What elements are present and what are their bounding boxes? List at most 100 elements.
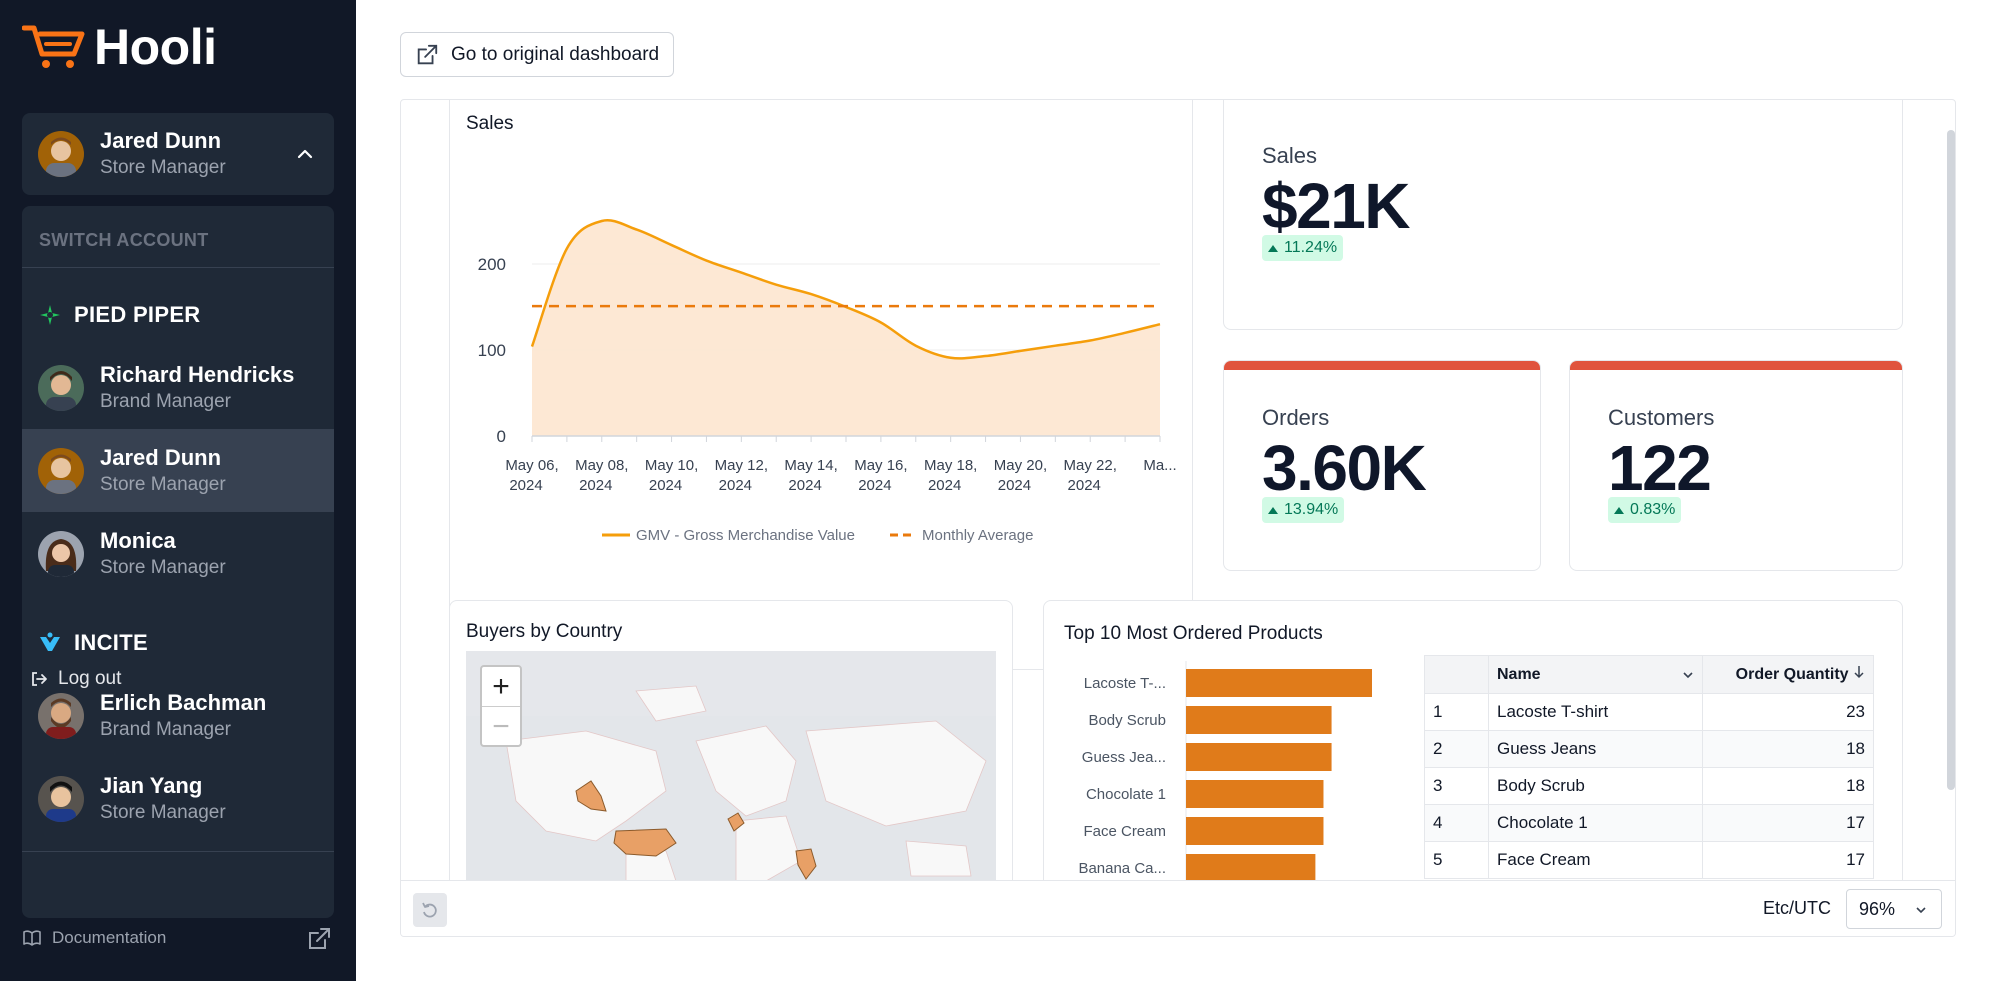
account-role: Brand Manager [100, 718, 231, 740]
chevron-up-icon [297, 149, 313, 159]
row-index-cell: 5 [1424, 841, 1489, 879]
sales-chart-title: Sales [466, 113, 514, 134]
kpi-sales-change-badge: 11.24% [1262, 235, 1344, 261]
go-to-original-dashboard-label: Go to original dashboard [451, 43, 660, 65]
org-name: PIED PIPER [74, 302, 201, 327]
column-header-index[interactable] [1424, 655, 1489, 694]
logout-button[interactable]: Log out [30, 668, 121, 690]
account-role: Store Manager [100, 556, 226, 578]
top-products-card: Top 10 Most Ordered Products Lacoste T-.… [1043, 600, 1903, 920]
product-bar[interactable] [1186, 817, 1324, 845]
product-bar[interactable] [1186, 854, 1316, 882]
product-bar[interactable] [1186, 706, 1332, 734]
account-name: Erlich Bachman [100, 689, 267, 715]
org-pied-piper: PIED PIPER [38, 302, 200, 328]
product-name-cell: Face Cream [1488, 841, 1703, 879]
legend-average-label[interactable]: Monthly Average [922, 527, 1033, 544]
kpi-orders-value: 3.60K [1262, 432, 1427, 504]
kpi-orders-card: Orders 3.60K 13.94% [1223, 360, 1541, 571]
kpi-customers-label: Customers [1608, 405, 1715, 430]
product-bar[interactable] [1186, 743, 1332, 771]
column-header-name-label: Name [1497, 665, 1541, 683]
main-content: Go to original dashboard Sales 0 100 200 Ma… [356, 0, 2000, 981]
table-row[interactable]: 4 Chocolate 1 17 [1424, 804, 1874, 842]
product-bar[interactable] [1186, 669, 1372, 697]
account-name: Jared Dunn [100, 444, 222, 470]
y-tick-label: 0 [497, 427, 506, 446]
account-jared-dunn[interactable]: Jared Dunn Store Manager [22, 429, 334, 512]
kpi-sales-card: Sales $21K 11.24% [1223, 99, 1903, 330]
account-erlich-bachman[interactable]: Erlich Bachman Brand Manager [22, 674, 334, 757]
product-name-cell: Body Scrub [1488, 767, 1703, 805]
documentation-link[interactable]: Documentation [22, 928, 166, 948]
account-jian-yang[interactable]: Jian Yang Store Manager [22, 757, 334, 840]
gmv-area [532, 220, 1160, 436]
europe-shape [727, 812, 745, 832]
account-monica[interactable]: Monica Store Manager [22, 512, 334, 595]
documentation-label: Documentation [52, 928, 167, 947]
row-index-cell: 3 [1424, 767, 1489, 805]
bar-category-label: Chocolate 1 [1086, 786, 1166, 803]
table-row[interactable]: 3 Body Scrub 18 [1424, 767, 1874, 805]
kpi-orders-label: Orders [1262, 405, 1330, 430]
india-shape [795, 848, 817, 880]
product-name-cell: Lacoste T-shirt [1488, 693, 1703, 731]
zoom-level-select[interactable]: 96% [1846, 889, 1942, 929]
bar-category-label: Banana Ca... [1078, 860, 1166, 877]
account-role: Store Manager [100, 473, 226, 495]
order-quantity-cell: 18 [1702, 730, 1874, 768]
product-bar[interactable] [1186, 780, 1324, 808]
account-richard-hendricks[interactable]: Richard Hendricks Brand Manager [22, 346, 334, 429]
bar-category-label: Body Scrub [1088, 712, 1166, 729]
logout-icon [32, 672, 47, 686]
bar-category-label: Lacoste T-... [1084, 675, 1166, 692]
reset-button[interactable] [413, 893, 447, 927]
kpi-accent-bar [1224, 99, 1902, 100]
world-map-graphic [466, 651, 996, 881]
kpi-orders-change-badge: 13.94% [1262, 497, 1345, 523]
account-role: Brand Manager [100, 390, 231, 412]
top-products-title: Top 10 Most Ordered Products [1064, 623, 1323, 644]
sales-chart[interactable]: 0 100 200 May 06, 2024 May 08, 2024 May 10, 2024… [450, 99, 1193, 651]
pied-piper-logo-icon [40, 305, 60, 325]
y-tick-label: 100 [478, 341, 506, 360]
order-quantity-cell: 17 [1702, 804, 1874, 842]
product-name-cell: Chocolate 1 [1488, 804, 1703, 842]
world-map[interactable]: + − [466, 651, 996, 881]
cart-icon [22, 25, 85, 68]
current-user-toggle[interactable]: Jared Dunn Store Manager [22, 113, 334, 195]
zoom-out-button[interactable]: − [492, 710, 510, 743]
go-to-original-dashboard-button[interactable]: Go to original dashboard [400, 32, 675, 77]
y-tick-label: 200 [478, 255, 506, 274]
legend-gmv-label[interactable]: GMV - Gross Merchandise Value [636, 527, 855, 544]
external-link-icon[interactable] [306, 926, 332, 952]
undo-icon [422, 902, 437, 918]
table-row[interactable]: 1 Lacoste T-shirt 23 [1424, 693, 1874, 731]
account-role: Store Manager [100, 801, 226, 823]
column-header-order-quantity[interactable]: Order Quantity [1702, 655, 1874, 694]
incite-logo-icon [40, 632, 60, 651]
top-products-bar-chart[interactable]: Lacoste T-... Body Scrub Guess Jea... Choco… [1044, 641, 1414, 920]
x-tick-label: May 18, 2024 [924, 457, 977, 494]
logout-label: Log out [58, 668, 122, 689]
book-icon [23, 930, 41, 946]
app-logo[interactable]: Hooli [22, 18, 217, 76]
x-tick-label: May 06, 2024 [505, 457, 558, 494]
table-row[interactable]: 5 Face Cream 17 [1424, 841, 1874, 879]
x-tick-label: May 20, 2024 [994, 457, 1047, 494]
divider [22, 851, 334, 852]
row-index-cell: 1 [1424, 693, 1489, 731]
avatar [38, 692, 84, 739]
product-name-cell: Guess Jeans [1488, 730, 1703, 768]
table-row[interactable]: 2 Guess Jeans 18 [1424, 730, 1874, 768]
bar-category-label: Guess Jea... [1082, 749, 1166, 766]
order-quantity-cell: 23 [1702, 693, 1874, 731]
kpi-sales-label: Sales [1262, 143, 1318, 168]
account-name: Monica [100, 527, 176, 553]
kpi-customers-card: Customers 122 0.83% [1569, 360, 1903, 571]
x-tick-label: May 14, 2024 [784, 457, 837, 494]
column-header-name[interactable]: Name [1488, 655, 1703, 694]
vertical-scrollbar[interactable] [1947, 130, 1955, 790]
zoom-in-button[interactable]: + [482, 667, 520, 707]
sales-chart-card: Sales 0 100 200 May 06, 2024 May 08, 2024 May 1… [449, 99, 1193, 670]
